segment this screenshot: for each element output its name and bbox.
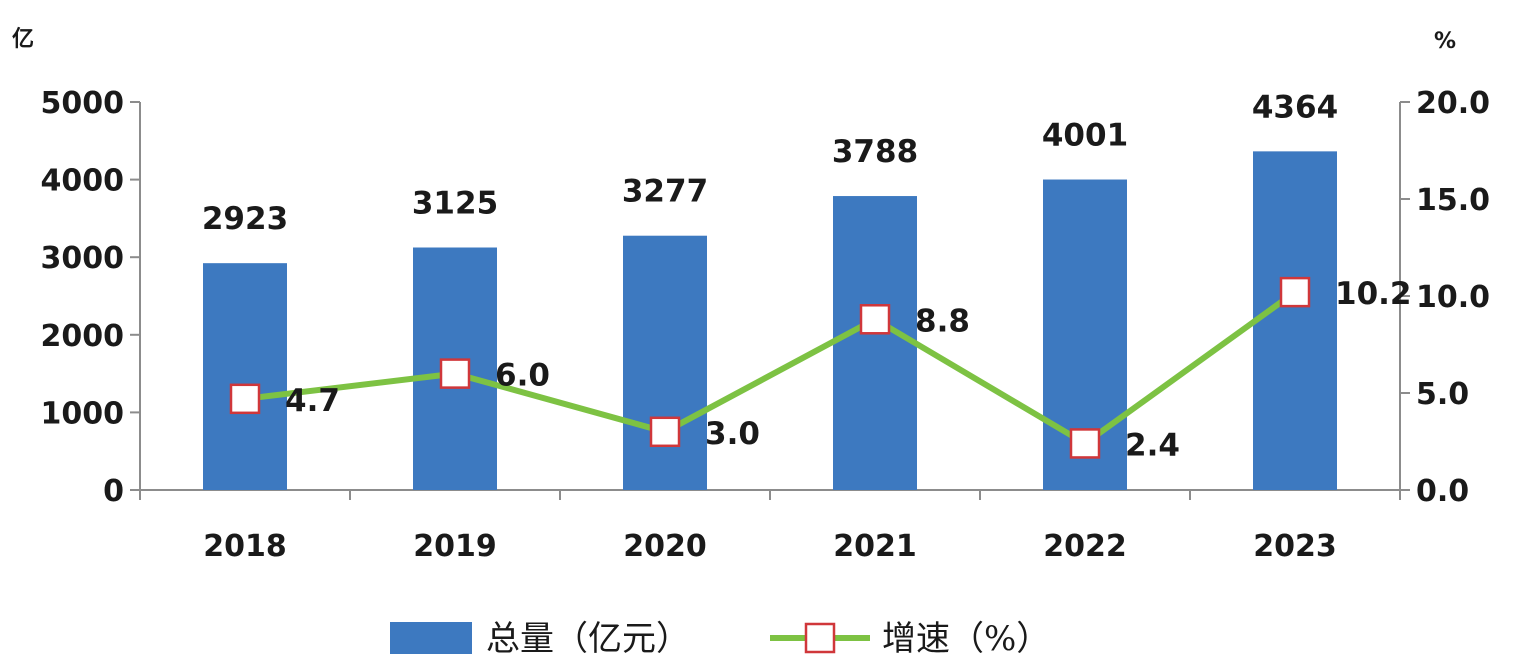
right-axis-tick-label: 5.0	[1416, 377, 1469, 412]
bar	[623, 235, 707, 490]
legend-marker-swatch	[804, 622, 836, 654]
growth-point-marker	[229, 383, 261, 415]
bar-value-label: 4001	[1042, 118, 1128, 154]
bar-value-label: 3788	[832, 134, 918, 170]
legend-line-label: 增速（%）	[882, 619, 1050, 659]
growth-value-label: 10.2	[1335, 276, 1412, 312]
data-labels: 2923 3125 3277 3788 4001 4364 4.7 6.0 3.0 8.8 2.4 1…	[202, 89, 1412, 463]
growth-point-marker	[1279, 276, 1311, 308]
legend: 总量（亿元） 增速（%）	[390, 619, 1050, 659]
bar-value-label: 3125	[412, 186, 498, 222]
bar	[203, 263, 287, 490]
axes: 0 1000 2000 3000 4000 5000 亿 0.0 5.0 10.0 15.0 20.0…	[12, 27, 1490, 564]
x-axis-tick-label: 2019	[413, 529, 497, 564]
right-axis-unit: %	[1434, 29, 1456, 54]
legend-bar-label: 总量（亿元）	[486, 619, 690, 659]
bar	[1253, 151, 1337, 490]
left-axis-tick-label: 3000	[41, 241, 125, 276]
growth-series-line	[244, 289, 1297, 447]
growth-line	[229, 276, 1311, 459]
left-axis-tick-label: 1000	[41, 396, 125, 431]
right-axis-tick-label: 10.0	[1416, 280, 1490, 315]
growth-point-marker	[859, 304, 891, 335]
left-axis-unit: 亿	[12, 27, 34, 52]
x-axis-tick-label: 2023	[1253, 529, 1337, 564]
right-axis-tick-label: 15.0	[1416, 183, 1490, 218]
left-axis-tick-label: 5000	[41, 86, 125, 121]
bar	[833, 196, 917, 490]
bar-value-label: 4364	[1252, 89, 1338, 125]
growth-value-label: 8.8	[915, 303, 970, 339]
growth-value-label: 3.0	[705, 416, 760, 452]
growth-value-label: 6.0	[495, 358, 550, 394]
bar-value-label: 3277	[622, 174, 708, 210]
growth-point-marker	[439, 358, 471, 389]
left-axis-tick-label: 4000	[41, 164, 125, 199]
x-axis-tick-label: 2018	[203, 529, 287, 564]
left-axis-tick-label: 0	[103, 474, 124, 509]
growth-value-label: 4.7	[285, 383, 340, 419]
bars	[203, 151, 1337, 490]
bar-value-label: 2923	[202, 201, 288, 237]
right-axis-tick-label: 0.0	[1416, 474, 1469, 509]
x-axis-tick-label: 2021	[833, 529, 917, 564]
legend-bar-swatch	[390, 622, 472, 654]
growth-point-marker	[1069, 428, 1101, 459]
left-axis-tick-label: 2000	[41, 319, 125, 354]
growth-point-marker	[649, 416, 681, 448]
right-axis-tick-label: 20.0	[1416, 86, 1490, 121]
x-axis-tick-label: 2022	[1043, 529, 1127, 564]
growth-value-label: 2.4	[1125, 427, 1180, 463]
x-axis-tick-label: 2020	[623, 529, 707, 564]
